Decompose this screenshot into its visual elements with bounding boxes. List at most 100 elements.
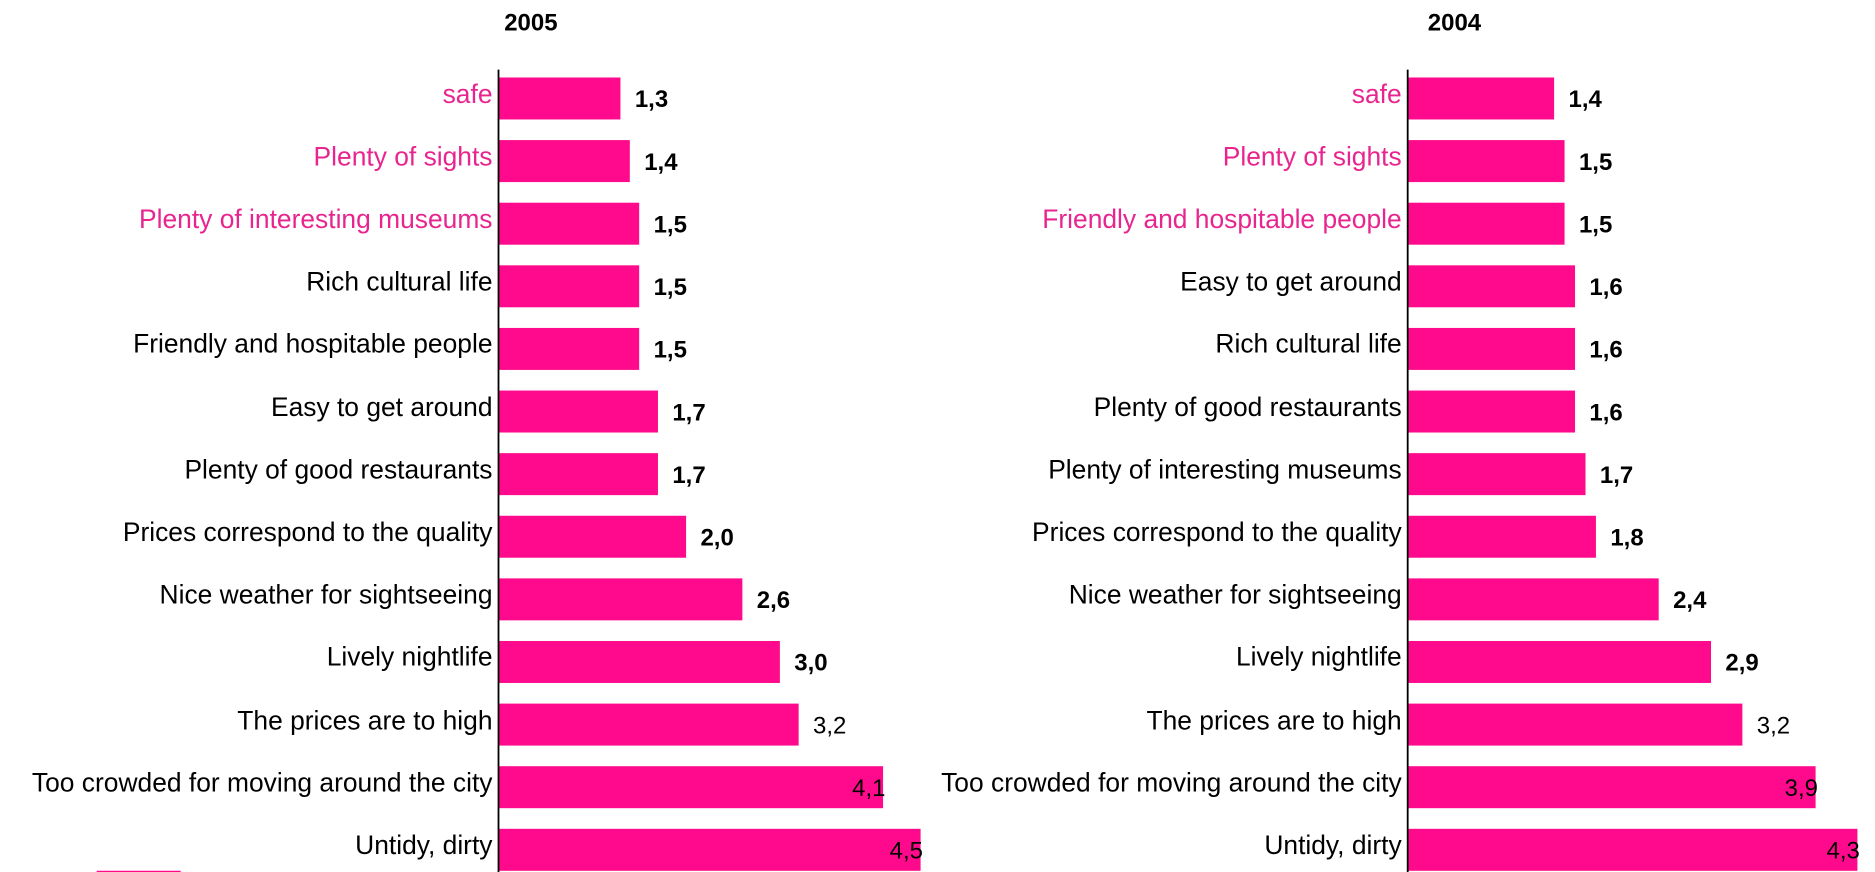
value-label: 1,6 [1589,337,1622,364]
bar [1407,77,1555,120]
bar [1407,202,1565,245]
value-label: 4,3 [1827,838,1860,865]
category-label: Friendly and hospitable people [1042,203,1402,234]
bar [1407,578,1659,621]
category-label-box: Lively nightlife [326,642,493,673]
bar [498,828,921,871]
bar [498,265,640,308]
bar [498,515,687,558]
category-label-box: Too crowded for moving around the city [941,767,1402,798]
bar [498,390,658,433]
category-label-box: Plenty of sights [1222,141,1402,172]
category-label-box: Easy to get around [270,391,493,422]
category-label-box: Untidy, dirty [1264,830,1402,860]
category-label: Rich cultural life [1215,329,1402,360]
value-label: 1,5 [1579,149,1612,176]
value-label: 1,6 [1589,399,1622,426]
value-label: 1,7 [672,399,705,426]
category-label: Plenty of sights [313,141,493,172]
value-label: 4,5 [890,838,923,865]
bar [1407,265,1576,308]
category-label-box: safe [442,78,493,109]
category-label-box: Nice weather for sightseeing [159,579,493,610]
value-label: 1,5 [654,337,687,364]
value-label: 1,3 [635,86,668,113]
category-label-box: Prices correspond to the quality [122,516,493,547]
category-label: Easy to get around [1180,266,1402,297]
value-label: 1,5 [1579,211,1612,238]
category-label-box: Plenty of good restaurants [1093,391,1402,422]
category-label-box: Plenty of good restaurants [184,454,493,485]
value-label: 2,4 [1673,587,1707,614]
category-label-box: Plenty of interesting museums [1048,454,1401,484]
bar [1407,828,1858,871]
bar [1407,453,1586,496]
category-label: Untidy, dirty [1264,830,1402,860]
category-label: Rich cultural life [306,266,493,297]
category-label-box: Prices correspond to the quality [1032,516,1402,547]
value-label: 1,4 [644,149,678,176]
bar [498,578,743,621]
bar [498,77,621,120]
category-label: Nice weather for sightseeing [1068,579,1402,610]
value-label: 3,9 [1785,775,1818,802]
category-label: Plenty of interesting museums [139,203,493,234]
category-label-box: Plenty of interesting museums [139,203,493,234]
category-label: Untidy, dirty [355,830,493,860]
category-label: Too crowded for moving around the city [941,767,1402,798]
value-label: 2,9 [1725,650,1758,677]
bar [1407,515,1596,558]
bar [498,140,630,183]
chart-title: 2004 [1428,9,1482,36]
category-label: Plenty of good restaurants [184,454,493,485]
category-label: Nice weather for sightseeing [159,579,493,610]
value-label: 4,1 [852,775,885,802]
bar [498,766,884,809]
category-label-box: Rich cultural life [1215,329,1402,360]
value-label: 1,7 [672,462,705,489]
category-label-box: Friendly and hospitable people [133,329,493,360]
category-label-box: Lively nightlife [1235,642,1402,673]
value-label: 1,6 [1589,274,1622,301]
value-label: 1,5 [654,274,687,301]
category-label: Plenty of sights [1222,141,1402,172]
bar [1407,766,1816,809]
value-label: 1,7 [1600,462,1633,489]
category-label-box: Too crowded for moving around the city [31,767,493,798]
chart-title: 2005 [504,9,557,36]
category-label-box: Rich cultural life [306,266,493,297]
category-label: Friendly and hospitable people [133,329,493,360]
category-label: Lively nightlife [1235,642,1402,673]
value-label: 3,2 [1757,712,1790,739]
value-label: 2,6 [757,587,790,614]
value-label: 1,8 [1610,524,1643,551]
category-label: Lively nightlife [326,642,493,673]
category-label: Easy to get around [270,391,493,422]
bar [498,327,640,370]
bar [498,703,799,746]
bar [1407,703,1743,746]
category-label: Prices correspond to the quality [122,516,493,547]
category-label: Plenty of good restaurants [1093,391,1402,422]
bar [1407,390,1576,433]
value-label: 3,2 [813,712,846,739]
category-label: Too crowded for moving around the city [31,767,493,798]
category-label-box: Friendly and hospitable people [1042,203,1402,234]
category-label-box: Plenty of sights [313,141,493,172]
bar [1407,327,1576,370]
bar [498,453,658,496]
category-label: Prices correspond to the quality [1032,516,1402,547]
category-label-box: safe [1352,79,1402,109]
value-label: 3,0 [794,650,827,677]
bar [498,640,780,683]
category-label: The prices are to high [1146,704,1402,735]
category-label: The prices are to high [237,704,493,735]
category-label-box: The prices are to high [1146,704,1402,735]
value-label: 2,0 [700,524,733,551]
category-label-box: Untidy, dirty [355,830,493,860]
category-label: safe [442,78,493,109]
category-label-box: Easy to get around [1180,266,1402,297]
value-label: 1,5 [654,211,687,238]
category-label-box: Nice weather for sightseeing [1068,579,1402,610]
